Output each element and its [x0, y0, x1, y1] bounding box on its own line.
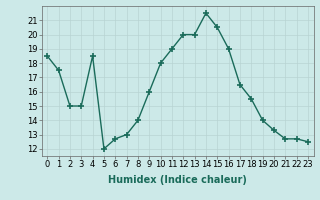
X-axis label: Humidex (Indice chaleur): Humidex (Indice chaleur) — [108, 175, 247, 185]
